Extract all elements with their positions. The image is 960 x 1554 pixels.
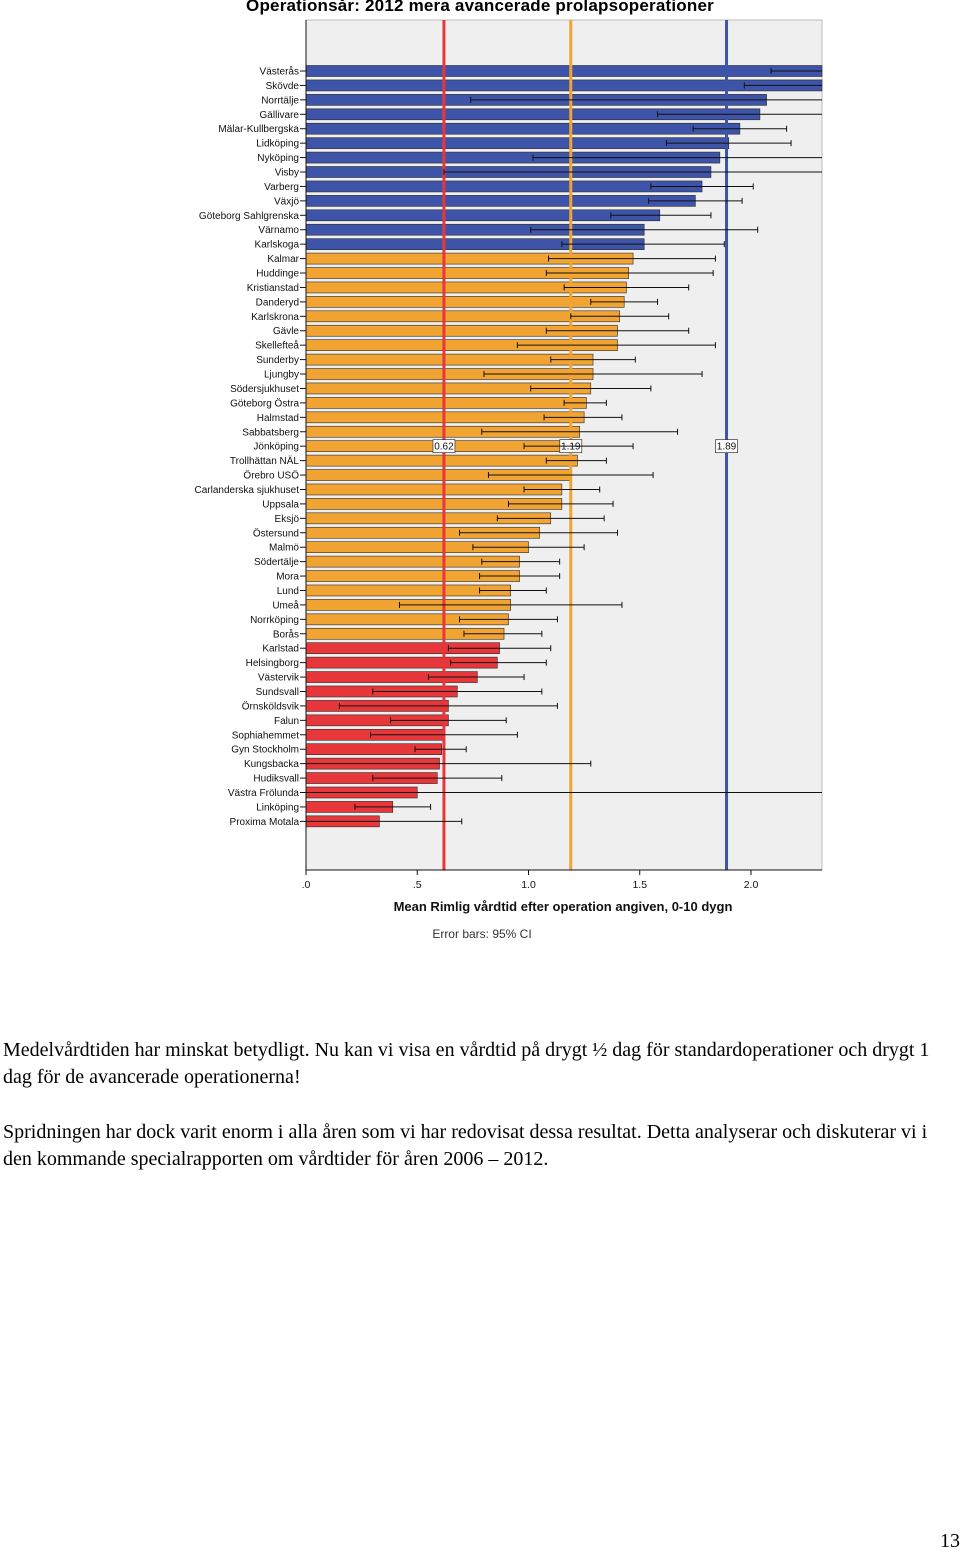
category-label-6: Nyköping <box>257 153 299 164</box>
reference-lines: 0.62 1.19 1.89 <box>432 20 738 870</box>
category-label-24: Halmstad <box>257 413 299 424</box>
bar-chart: 0.62 1.19 1.89 Västerås Skövde Norrtälje Gäll… <box>195 19 823 941</box>
error-bars-group <box>306 68 822 825</box>
category-label-37: Umeå <box>272 599 299 611</box>
category-label-18: Gävle <box>273 326 300 337</box>
bar-27 <box>305 454 578 467</box>
category-labels: Västerås Skövde Norrtälje Gällivare Mälar-Ku… <box>195 66 306 828</box>
category-label-25: Sabbatsberg <box>242 427 299 438</box>
category-label-17: Karlskrona <box>251 312 299 323</box>
category-label-30: Uppsala <box>262 499 299 510</box>
category-label-39: Borås <box>273 628 299 640</box>
category-label-27: Trollhättan NÄL <box>230 455 300 467</box>
bar-9 <box>305 195 696 207</box>
category-label-15: Kristianstad <box>247 283 299 294</box>
body-paragraph-1: Medelvårdtiden har minskat betydligt. Nu… <box>3 1039 930 1088</box>
category-label-21: Ljungby <box>264 370 299 381</box>
category-label-23: Göteborg Östra <box>230 397 299 409</box>
chart-title: Operationsår: 2012 mera avancerade prola… <box>246 0 714 15</box>
category-label-16: Danderyd <box>256 297 299 308</box>
reference-label-0: 0.62 <box>434 442 454 453</box>
category-label-2: Norrtälje <box>261 95 299 106</box>
category-label-0: Västerås <box>260 66 299 78</box>
reference-label-2: 1.89 <box>717 442 737 453</box>
bar-4 <box>305 122 741 135</box>
error-bar-note: Error bars: 95% CI <box>432 927 531 941</box>
x-tick-label-1: .5 <box>413 879 422 891</box>
bar-20 <box>305 353 594 366</box>
reference-label-box-2 <box>715 439 738 454</box>
category-label-28: Örebro USÖ <box>243 470 299 482</box>
category-label-5: Lidköping <box>256 139 299 150</box>
category-label-29: Carlanderska sjukhuset <box>195 485 300 496</box>
category-label-42: Västervik <box>258 673 300 684</box>
x-axis: .0 .5 1.0 1.5 2.0 <box>302 20 822 891</box>
category-label-7: Visby <box>275 168 299 179</box>
category-label-48: Kungsbacka <box>244 759 299 770</box>
category-label-8: Varberg <box>264 182 299 193</box>
category-label-4: Mälar-Kullbergska <box>218 124 299 135</box>
category-label-13: Kalmar <box>267 254 299 265</box>
category-label-46: Sophiahemmet <box>232 730 299 741</box>
bar-10 <box>305 209 661 222</box>
category-label-41: Helsingborg <box>246 658 299 669</box>
bar-8 <box>305 180 703 193</box>
x-tick-label-4: 2.0 <box>744 879 759 891</box>
category-label-45: Falun <box>274 716 299 727</box>
category-label-50: Västra Frölunda <box>228 788 300 799</box>
bar-5 <box>305 137 730 149</box>
bar-29 <box>305 483 563 496</box>
category-label-43: Sundsvall <box>256 687 299 698</box>
category-label-26: Jönköping <box>253 442 299 453</box>
category-label-14: Huddinge <box>256 269 299 280</box>
category-label-33: Malmö <box>269 543 299 554</box>
category-label-36: Lund <box>277 586 299 597</box>
category-label-44: Örnsköldsvik <box>242 700 300 712</box>
category-label-34: Södertälje <box>254 557 299 568</box>
bar-16 <box>305 296 625 308</box>
category-label-51: Linköping <box>256 802 299 813</box>
reference-label-box-0 <box>432 439 456 454</box>
x-tick-label-2: 1.0 <box>521 879 536 891</box>
category-label-32: Östersund <box>253 527 299 539</box>
x-tick-label-3: 1.5 <box>632 879 647 891</box>
bar-0 <box>305 65 823 77</box>
bar-23 <box>305 397 587 409</box>
x-tick-label-0: .0 <box>302 879 311 891</box>
category-label-31: Eksjö <box>275 514 300 525</box>
category-label-40: Karlstad <box>262 644 299 655</box>
x-axis-title: Mean Rimlig vårdtid efter operation angi… <box>394 899 733 914</box>
category-label-3: Gällivare <box>260 110 300 121</box>
category-label-22: Södersjukhuset <box>230 384 299 395</box>
category-label-19: Skellefteå <box>255 340 299 352</box>
category-label-20: Sunderby <box>256 355 299 366</box>
category-label-52: Proxima Motala <box>230 817 300 828</box>
category-label-12: Karlskoga <box>255 240 300 251</box>
category-label-1: Skövde <box>266 81 300 92</box>
category-label-11: Värnamo <box>258 225 299 236</box>
body-paragraph-2: Spridningen har dock varit enorm i alla … <box>3 1121 928 1170</box>
category-label-10: Göteborg Sahlgrenska <box>199 211 300 222</box>
category-label-49: Hudiksvall <box>253 774 299 785</box>
page-number: 13 <box>940 1530 960 1552</box>
reference-label-1: 1.19 <box>561 442 581 453</box>
category-label-9: Växjö <box>274 196 299 207</box>
category-label-47: Gyn Stockholm <box>231 745 299 756</box>
category-label-35: Mora <box>276 572 299 583</box>
category-label-38: Norrköping <box>250 615 299 626</box>
